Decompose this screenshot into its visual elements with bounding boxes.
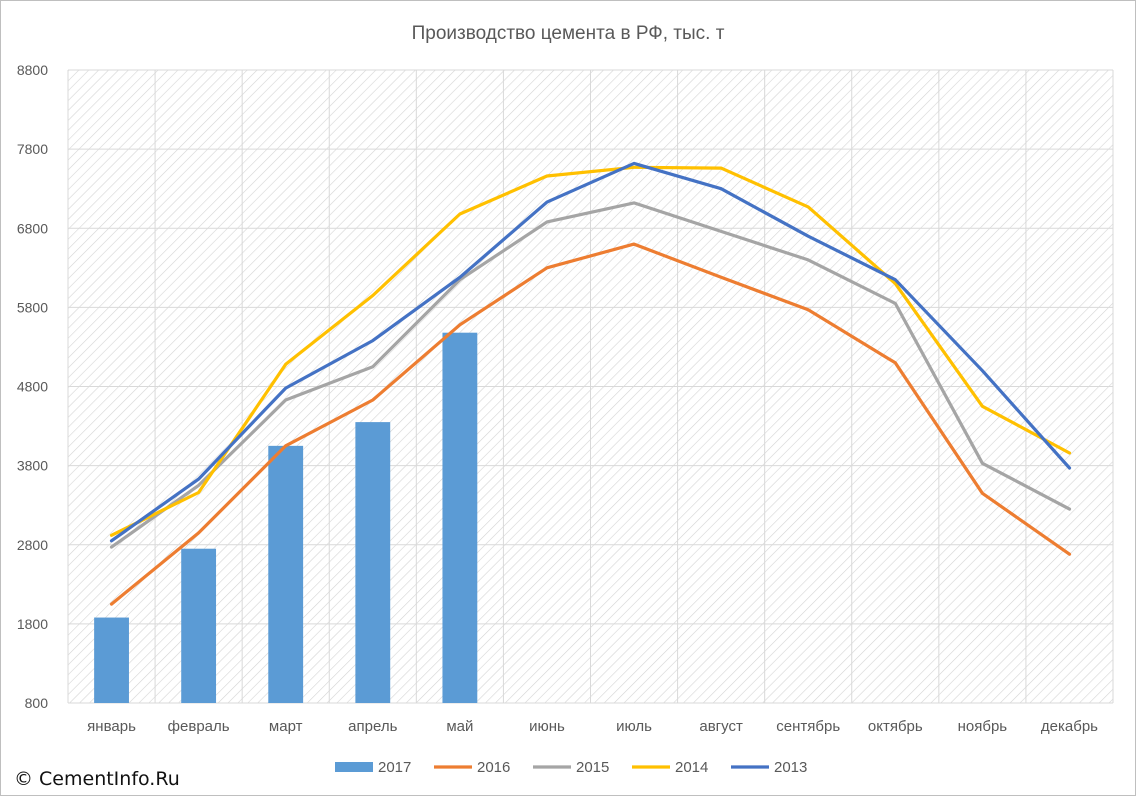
legend-label-2016: 2016 <box>477 759 510 776</box>
bar-2017-февраль <box>181 548 217 703</box>
bar-2017-январь <box>94 617 129 703</box>
legend: 2017 2016 2015 2014 2013 <box>335 759 807 776</box>
y-tick-label: 7800 <box>17 141 48 157</box>
x-tick-label: ноябрь <box>958 718 1008 735</box>
line-series-2015 <box>109 201 1072 549</box>
legend-swatch-2017 <box>335 762 373 772</box>
x-tick-label: март <box>269 718 303 735</box>
x-tick-label: апрель <box>348 718 397 735</box>
watermark: © CementInfo.Ru <box>14 768 180 790</box>
bar-2017-май <box>442 332 478 703</box>
x-tick-label: февраль <box>168 718 230 735</box>
line-series-2016 <box>109 242 1072 606</box>
legend-label-2013: 2013 <box>774 759 807 776</box>
y-tick-label: 8800 <box>17 62 48 78</box>
y-axis-tick-labels: 800 1800 2800 3800 4800 5800 6800 7800 8800 <box>17 62 48 711</box>
bar-2017-апрель <box>355 422 391 703</box>
y-tick-label: 6800 <box>17 220 48 236</box>
bar-series <box>94 332 478 703</box>
y-tick-label: 3800 <box>17 458 48 474</box>
line-series-2013 <box>109 161 1072 543</box>
x-tick-label: сентябрь <box>776 718 840 735</box>
x-tick-label: май <box>446 718 473 735</box>
legend-label-2015: 2015 <box>576 759 609 776</box>
bar-2017-март <box>268 445 304 703</box>
legend-label-2014: 2014 <box>675 759 708 776</box>
chart-title: Производство цемента в РФ, тыс. т <box>412 23 725 44</box>
x-tick-label: июнь <box>529 718 565 735</box>
y-tick-label: 800 <box>25 695 49 711</box>
y-tick-label: 5800 <box>17 299 48 315</box>
x-tick-label: октябрь <box>868 718 923 735</box>
grid-lines <box>67 69 1114 704</box>
x-axis-tick-labels: январь февраль март апрель май июнь июль август… <box>87 718 1098 735</box>
y-tick-label: 2800 <box>17 537 48 553</box>
line-series <box>109 161 1072 606</box>
line-series-2014 <box>109 165 1072 537</box>
y-tick-label: 1800 <box>17 616 48 632</box>
y-tick-label: 4800 <box>17 379 48 395</box>
x-tick-label: декабрь <box>1041 718 1098 735</box>
x-tick-label: январь <box>87 718 136 735</box>
x-tick-label: июль <box>616 718 652 735</box>
legend-label-2017: 2017 <box>378 759 411 776</box>
x-tick-label: август <box>699 718 743 735</box>
